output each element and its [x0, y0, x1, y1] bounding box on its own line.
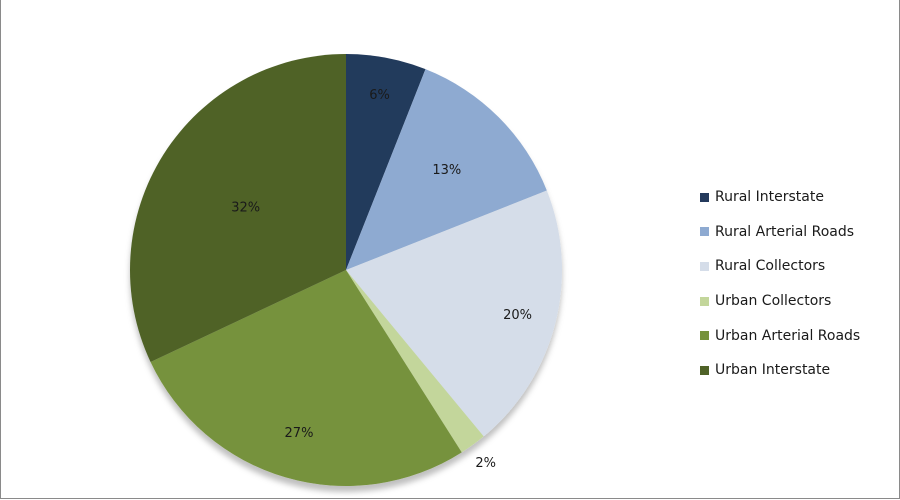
legend-swatch — [700, 296, 709, 306]
data-label-rural-arterial-roads: 13% — [432, 163, 461, 178]
legend-item-urban-collectors: Urban Collectors — [700, 284, 860, 319]
legend-swatch — [700, 261, 709, 271]
legend-label: Urban Arterial Roads — [715, 327, 861, 344]
pie-slice-rural-arterial-roads — [346, 69, 547, 271]
legend-item-urban-interstate: Urban Interstate — [700, 353, 860, 388]
legend-item-rural-arterial-roads: Rural Arterial Roads — [700, 215, 860, 250]
legend-label: Rural Arterial Roads — [715, 223, 855, 240]
legend-item-urban-arterial-roads: Urban Arterial Roads — [700, 318, 860, 353]
legend-label: Urban Collectors — [715, 293, 832, 310]
legend-swatch — [700, 365, 709, 375]
pie-slice-urban-collectors — [346, 270, 484, 453]
pie-slices — [129, 54, 562, 486]
legend-item-rural-interstate: Rural Interstate — [700, 180, 860, 215]
pie-slice-rural-interstate — [346, 54, 426, 270]
data-label-rural-interstate: 6% — [369, 88, 390, 103]
legend-item-rural-collectors: Rural Collectors — [700, 249, 860, 284]
legend-swatch — [700, 331, 709, 341]
legend-label: Urban Interstate — [715, 362, 831, 379]
pie-slice-urban-arterial-roads — [150, 270, 462, 486]
data-label-urban-interstate: 32% — [231, 200, 260, 215]
data-label-urban-arterial-roads: 27% — [285, 426, 314, 441]
data-label-urban-collectors: 2% — [475, 456, 496, 471]
data-label-rural-collectors: 20% — [503, 308, 532, 323]
pie-slice-rural-collectors — [346, 190, 562, 437]
legend-swatch — [700, 192, 709, 202]
legend-label: Rural Collectors — [715, 258, 826, 275]
legend-label: Rural Interstate — [715, 189, 824, 206]
legend-swatch — [700, 227, 709, 237]
slice-labels: 6% 13% 20% 2% 27% 32% — [231, 88, 532, 471]
pie-slice-urban-interstate — [129, 54, 346, 362]
chart-legend: Rural Interstate Rural Arterial Roads Rura… — [700, 180, 860, 388]
